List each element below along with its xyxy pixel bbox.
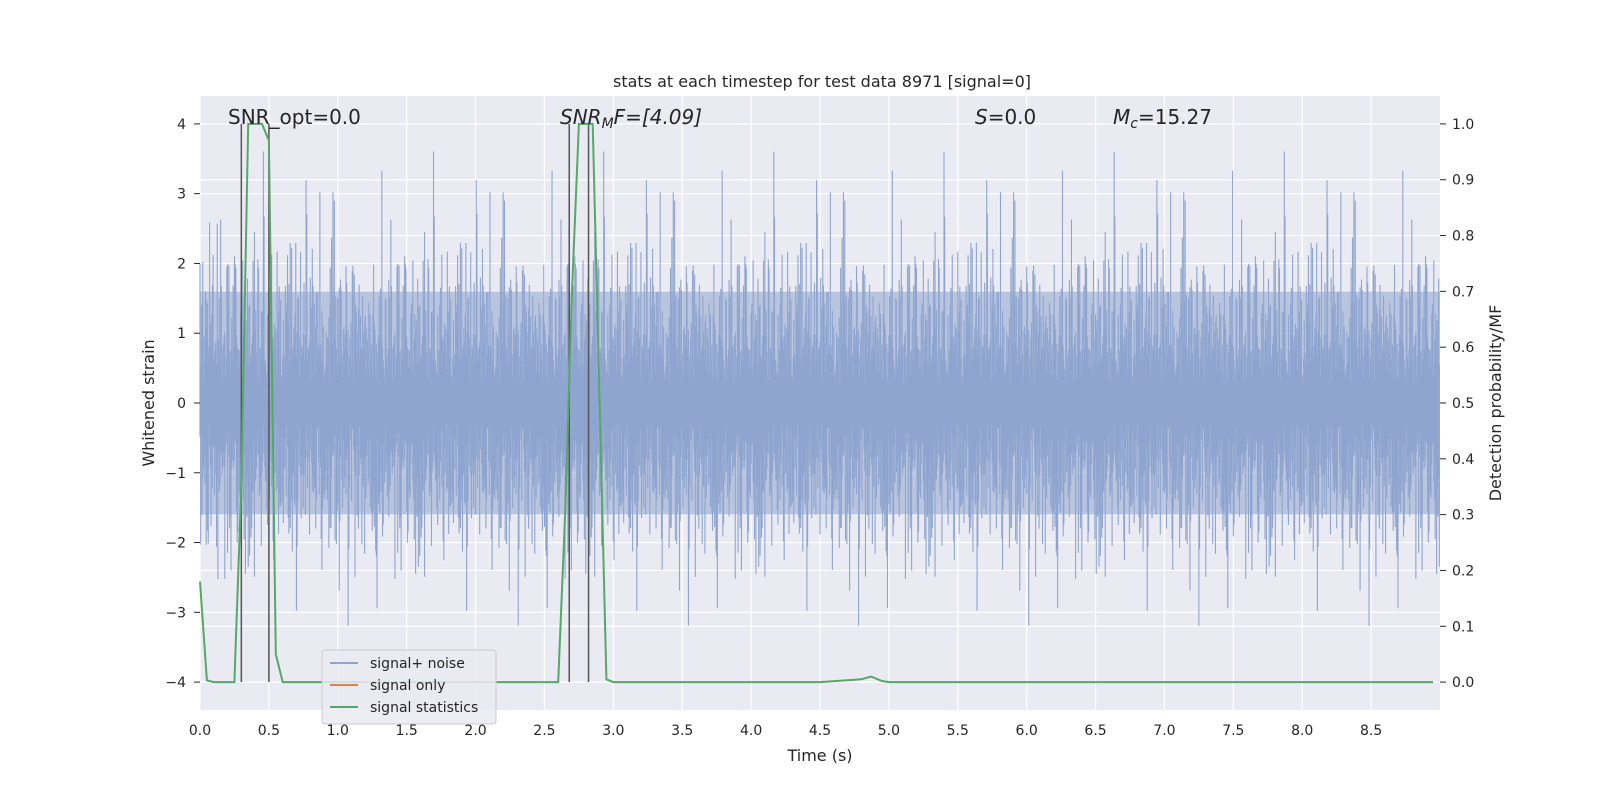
y-right-tick-label: 0.1 xyxy=(1452,619,1474,635)
x-tick-label: 5.0 xyxy=(878,723,900,739)
x-tick-label: 0.0 xyxy=(189,723,211,739)
annotation-s: S=0.0 xyxy=(975,105,1036,129)
annotation-snr-mf: SNRMF=[4.09] xyxy=(560,105,702,132)
x-tick-label: 6.0 xyxy=(1016,723,1038,739)
x-tick-label: 2.5 xyxy=(533,723,555,739)
signal-statistics-line xyxy=(199,122,1434,684)
signal-noise-core xyxy=(200,291,1440,515)
x-axis-ticks: 0.0 0.5 1.0 1.5 2.0 2.5 3.0 3.5 4.0 4.5 5.0 5.5 6.0 6… xyxy=(189,723,1382,739)
mc-subscript: c xyxy=(1130,116,1138,132)
snr-mf-symbol: SNR xyxy=(560,105,602,129)
y-axis-label: Whitened strain xyxy=(139,339,158,466)
y-tick-label: −2 xyxy=(165,536,186,552)
x-tick-label: 1.0 xyxy=(327,723,349,739)
y-axis-ticks: −4 −3 −2 −1 0 1 2 3 4 xyxy=(165,117,200,691)
x-tick-label: 4.0 xyxy=(740,723,762,739)
annotation-snr-opt: SNR_opt=0.0 xyxy=(228,105,361,129)
signal-noise-series xyxy=(199,151,1440,626)
s-symbol: S xyxy=(975,105,988,129)
y-tick-label: 0 xyxy=(177,396,186,412)
y-tick-label: −3 xyxy=(165,605,186,621)
y-tick-label: 2 xyxy=(177,256,186,272)
signal-statistics-series xyxy=(199,122,1434,684)
x-tick-label: 8.0 xyxy=(1291,723,1313,739)
mc-symbol: M xyxy=(1113,105,1130,129)
y-right-axis-ticks: 0.0 0.1 0.2 0.3 0.4 0.5 0.6 0.7 0.8 0.9 1.0 xyxy=(1440,117,1474,691)
chart-title: stats at each timestep for test data 897… xyxy=(613,72,1031,91)
snr-mf-subscript: M xyxy=(602,116,614,132)
mc-rest: =15.27 xyxy=(1138,105,1212,129)
x-tick-label: 1.5 xyxy=(396,723,418,739)
y-tick-label: 4 xyxy=(177,117,186,133)
x-axis-label: Time (s) xyxy=(786,746,852,765)
x-tick-label: 7.5 xyxy=(1222,723,1244,739)
y-tick-label: 3 xyxy=(177,187,186,203)
legend-label-signal-noise: signal+ noise xyxy=(370,656,465,672)
x-tick-label: 3.5 xyxy=(671,723,693,739)
y-right-axis-label: Detection probability/MF xyxy=(1486,305,1505,502)
legend-label-signal-statistics: signal statistics xyxy=(370,700,478,716)
y-right-tick-label: 0.4 xyxy=(1452,452,1474,468)
y-right-tick-label: 0.8 xyxy=(1452,229,1474,245)
y-right-tick-label: 0.9 xyxy=(1452,173,1474,189)
x-tick-label: 3.0 xyxy=(602,723,624,739)
y-tick-label: 1 xyxy=(177,326,186,342)
y-right-tick-label: 1.0 xyxy=(1452,117,1474,133)
y-tick-label: −4 xyxy=(165,675,186,691)
x-tick-label: 4.5 xyxy=(809,723,831,739)
snr-mf-rest: F=[4.09] xyxy=(614,105,702,129)
x-tick-label: 6.5 xyxy=(1084,723,1106,739)
y-right-tick-label: 0.2 xyxy=(1452,563,1474,579)
legend: signal+ noise signal only signal statist… xyxy=(321,649,497,725)
x-tick-label: 2.0 xyxy=(464,723,486,739)
y-right-tick-label: 0.6 xyxy=(1452,340,1474,356)
x-tick-label: 8.5 xyxy=(1360,723,1382,739)
legend-box xyxy=(321,649,497,725)
x-tick-label: 0.5 xyxy=(258,723,280,739)
annotation-mc: Mc=15.27 xyxy=(1113,105,1212,132)
y-right-tick-label: 0.0 xyxy=(1452,675,1474,691)
y-right-tick-label: 0.7 xyxy=(1452,284,1474,300)
x-tick-label: 7.0 xyxy=(1153,723,1175,739)
y-right-tick-label: 0.5 xyxy=(1452,396,1474,412)
y-right-tick-label: 0.3 xyxy=(1452,508,1474,524)
legend-label-signal-only: signal only xyxy=(370,678,445,694)
x-tick-label: 5.5 xyxy=(947,723,969,739)
s-rest: =0.0 xyxy=(988,105,1037,129)
y-tick-label: −1 xyxy=(165,466,186,482)
